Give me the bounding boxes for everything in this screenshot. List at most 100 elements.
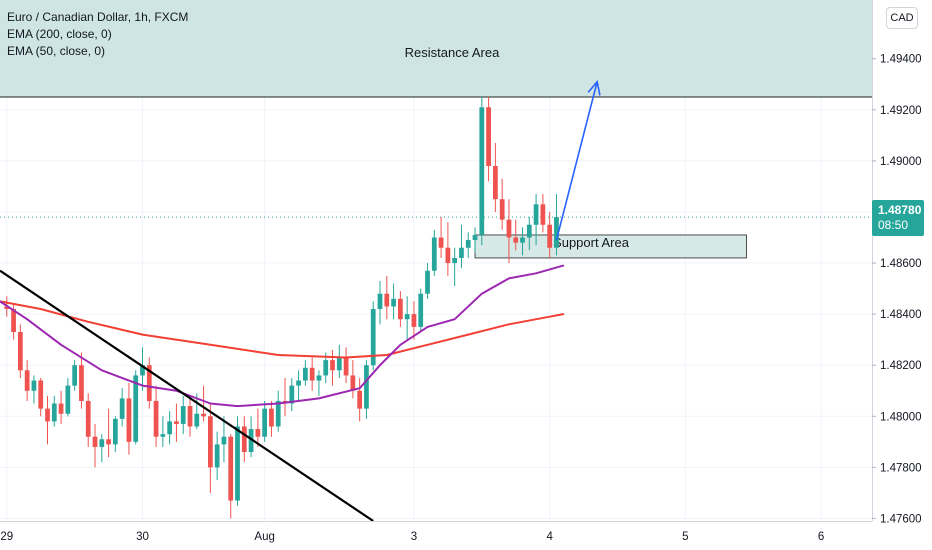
time-tick-label: 29 — [0, 531, 13, 543]
legend-symbol: Euro / Canadian Dollar, 1h, FXCM — [7, 10, 189, 24]
chart-legend: Euro / Canadian Dollar, 1h, FXCM EMA (20… — [7, 9, 188, 60]
candle — [540, 194, 546, 233]
candle-body — [160, 434, 166, 437]
candle-body — [119, 398, 125, 419]
candle-body — [472, 234, 478, 241]
ema50-line — [0, 264, 565, 408]
candle — [160, 416, 166, 447]
candle — [404, 296, 410, 340]
candle — [228, 434, 234, 519]
candle-body — [17, 332, 23, 371]
price-tick-label: 1.48200 — [880, 360, 922, 372]
candle-body — [187, 406, 193, 427]
candle — [269, 400, 274, 437]
candle — [513, 219, 519, 251]
candle-body — [370, 309, 376, 366]
candle — [167, 411, 173, 445]
candle — [207, 403, 213, 493]
candle-body — [106, 439, 111, 445]
last-price-tag: 1.48780 08:50 — [872, 200, 924, 236]
candle — [79, 352, 84, 409]
candle — [486, 97, 491, 182]
trendline — [0, 269, 374, 522]
candle — [106, 408, 111, 458]
candle-body — [554, 217, 559, 248]
candle — [506, 199, 512, 264]
candle — [459, 224, 464, 269]
price-axis-bg — [872, 0, 932, 550]
candle — [445, 222, 451, 276]
candle-body — [309, 367, 315, 381]
candle-body — [364, 365, 369, 409]
candle-body — [302, 367, 308, 381]
candle — [119, 388, 125, 427]
candle — [425, 263, 430, 299]
candle — [364, 360, 369, 419]
candle-body — [11, 309, 16, 333]
candle — [31, 375, 37, 404]
candle — [289, 377, 295, 412]
candle — [262, 400, 268, 442]
candle-body — [235, 426, 240, 501]
indicator-lines — [0, 264, 565, 408]
candle-body — [180, 406, 186, 424]
candle — [112, 416, 118, 453]
candle — [38, 377, 44, 417]
time-tick-label: 4 — [546, 531, 553, 543]
candle-body — [520, 237, 525, 243]
candle — [384, 275, 390, 320]
candle-body — [513, 237, 519, 243]
time-tick-label: 3 — [411, 531, 417, 543]
candle — [520, 227, 525, 256]
candle-body — [262, 408, 268, 437]
candle-body — [465, 240, 471, 248]
legend-ema200: EMA (200, close, 0) — [7, 27, 112, 41]
candle-body — [486, 107, 491, 167]
candle-body — [377, 293, 383, 310]
candle-body — [323, 360, 329, 376]
candle-body — [357, 390, 363, 409]
candle — [397, 291, 403, 327]
candle — [309, 357, 315, 391]
candle-body — [425, 270, 430, 294]
time-axis-bg — [0, 521, 932, 550]
candle — [201, 385, 206, 422]
candle-body — [296, 380, 301, 386]
candle — [330, 349, 335, 386]
candle-body — [174, 421, 179, 424]
time-tick-label: 6 — [818, 531, 824, 543]
candle-body — [167, 421, 173, 435]
candle — [465, 232, 471, 258]
candle-body — [72, 365, 78, 386]
candle-body — [404, 314, 410, 320]
candle-body — [133, 375, 139, 442]
candle-body — [330, 360, 335, 371]
candle-body — [65, 385, 71, 414]
candle — [302, 360, 308, 386]
candle — [241, 416, 247, 463]
price-tick-label: 1.49400 — [880, 54, 922, 66]
candle — [146, 357, 152, 409]
candle — [255, 408, 261, 447]
currency-button[interactable]: CAD — [886, 7, 918, 29]
candle — [391, 283, 396, 320]
time-tick-label: Aug — [254, 531, 274, 543]
candle-body — [79, 365, 84, 401]
candle-body — [418, 293, 424, 327]
candle-body — [51, 403, 57, 422]
candle-body — [547, 224, 553, 248]
candle-body — [269, 408, 274, 427]
candle — [526, 217, 532, 251]
price-tick-label: 1.48000 — [880, 411, 922, 423]
candle-body — [201, 413, 206, 417]
candle-body — [438, 237, 444, 248]
candle-body — [24, 370, 30, 391]
candle — [51, 395, 57, 427]
candle-body — [493, 166, 498, 200]
candle — [438, 217, 444, 258]
candle-body — [506, 219, 512, 238]
candle — [343, 347, 349, 384]
candle-body — [38, 380, 44, 409]
time-tick-label: 5 — [682, 531, 688, 543]
